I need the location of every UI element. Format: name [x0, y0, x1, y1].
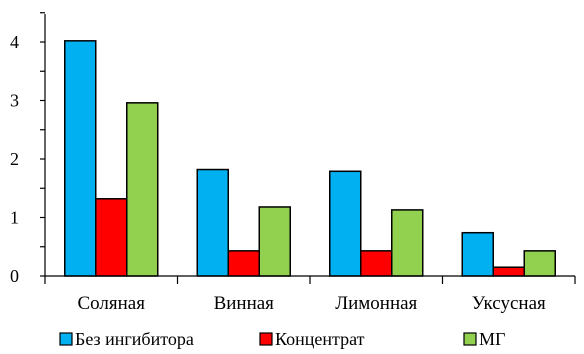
x-category-label: Винная — [214, 293, 275, 314]
axes-layer: 0 1 2 3 4 Соляная Винная Лимонная Уксусная — [10, 12, 576, 314]
legend-label-1: Без ингибитора — [75, 329, 194, 349]
bar-1-2 — [196, 168, 229, 277]
legend-swatch-2 — [259, 332, 273, 346]
bar-2-3 — [360, 250, 393, 277]
y-tick-label: 0 — [10, 266, 19, 286]
y-tick-label: 1 — [10, 208, 19, 228]
legend-label-3: МГ — [479, 329, 505, 349]
legend-swatch-1 — [59, 332, 73, 346]
bar-3-2 — [258, 206, 291, 277]
bar-1-3 — [329, 170, 362, 277]
y-tick-label: 3 — [10, 91, 19, 111]
bar-3-4 — [523, 250, 556, 277]
y-tick-label: 4 — [10, 32, 19, 52]
bar-1-4 — [461, 231, 494, 277]
x-category-label: Лимонная — [335, 293, 417, 314]
x-category-label: Уксусная — [472, 293, 546, 314]
legend: Без ингибитора Концентрат МГ — [59, 329, 505, 349]
legend-swatch-3 — [463, 332, 477, 346]
bar-1-1 — [64, 40, 97, 277]
bar-2-1 — [95, 198, 128, 277]
bar-3-1 — [126, 102, 159, 277]
bar-2-4 — [492, 266, 525, 277]
bar-3-3 — [391, 209, 424, 277]
y-tick-label: 2 — [10, 149, 19, 169]
legend-label-2: Концентрат — [275, 329, 365, 349]
bars-layer — [64, 40, 556, 277]
x-category-label: Соляная — [78, 293, 146, 314]
bar-2-2 — [227, 250, 260, 277]
